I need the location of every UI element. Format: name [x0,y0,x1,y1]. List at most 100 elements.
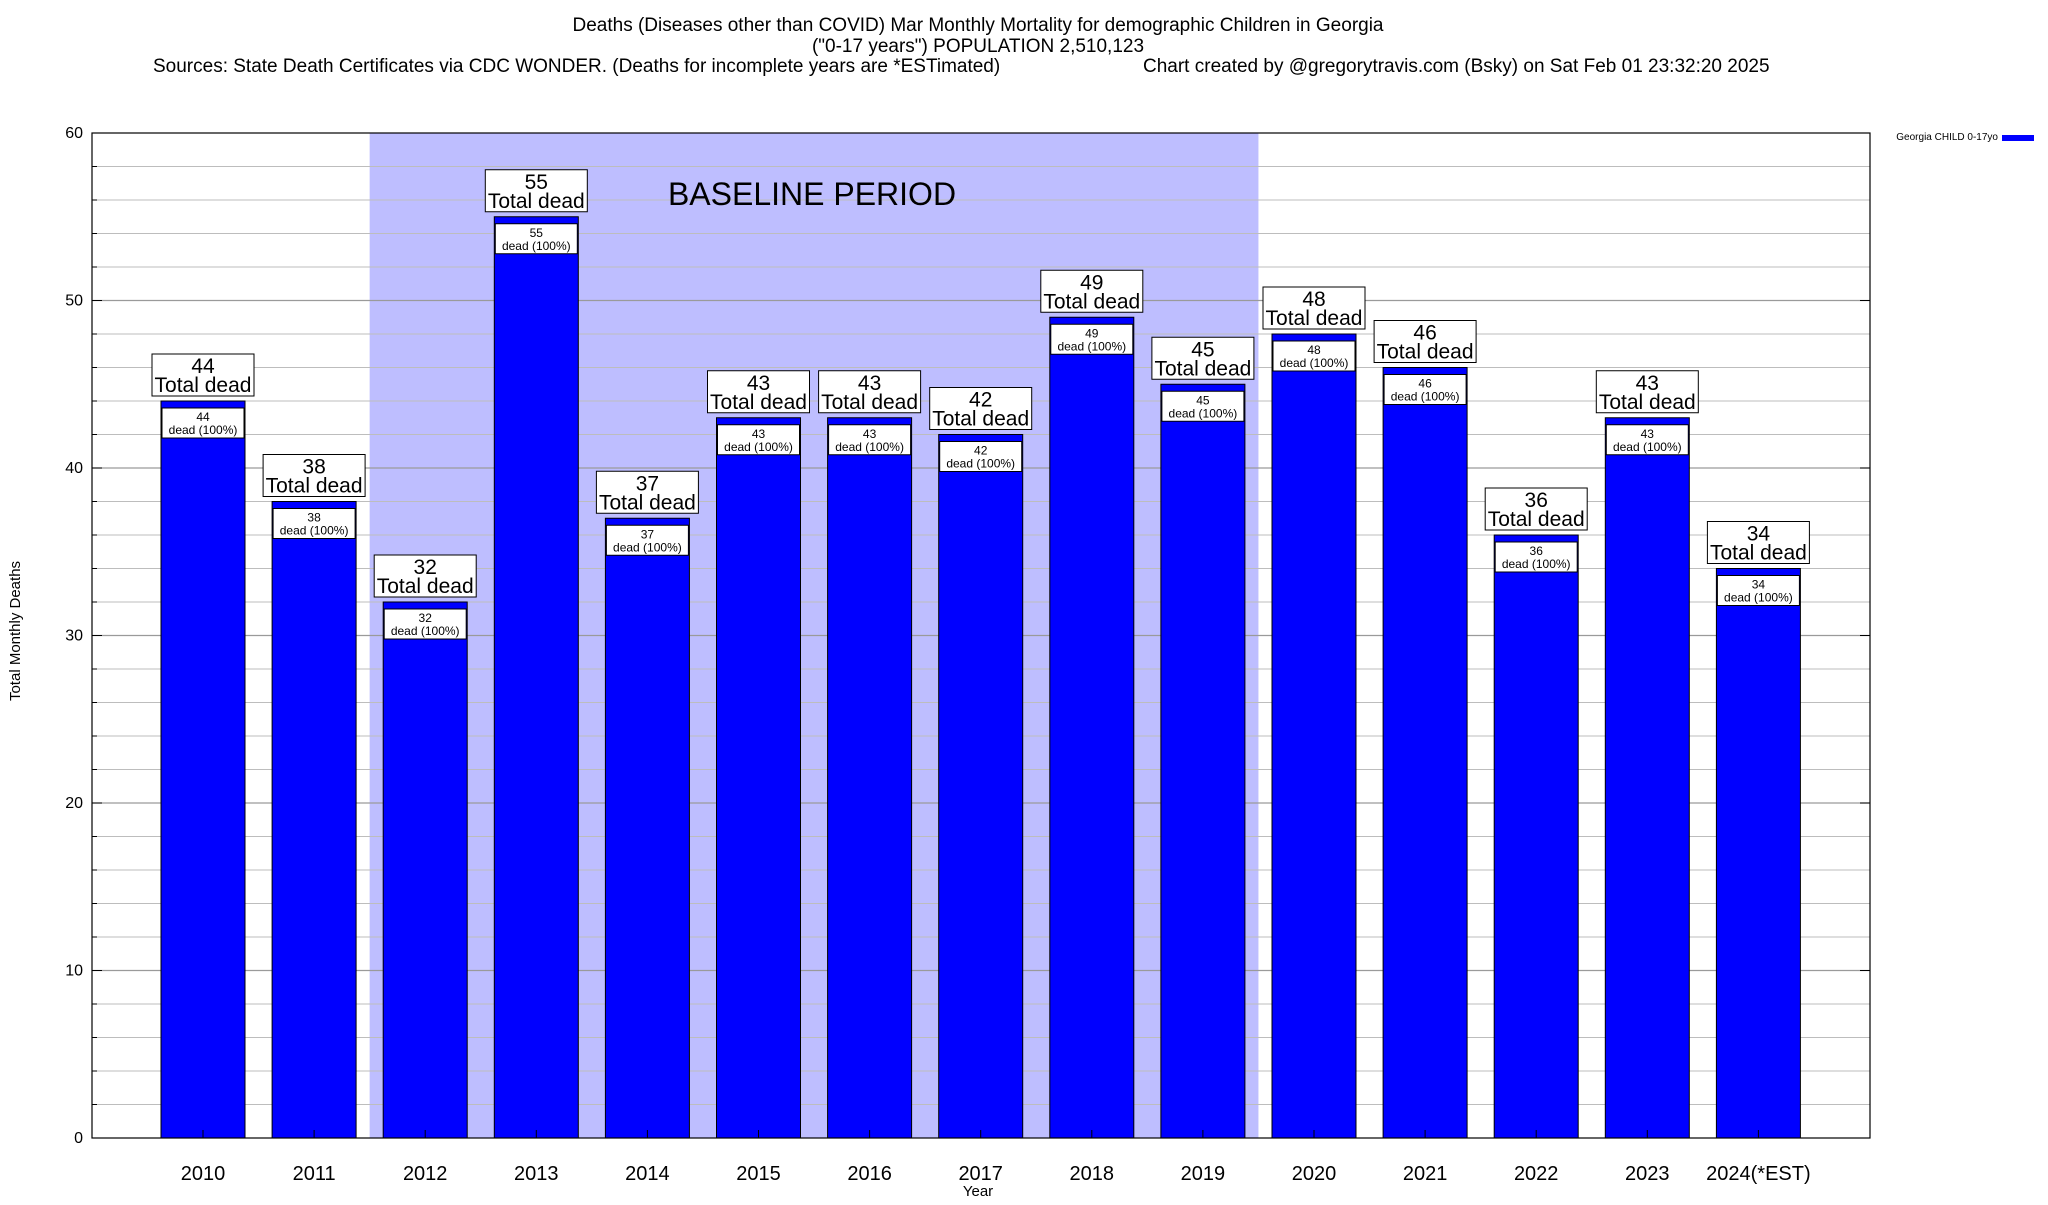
bar-share-text: dead (100%) [1169,406,1238,420]
bar [1271,333,1357,1139]
x-tick-label: 2023 [1625,1163,1670,1185]
x-tick-label: 2022 [1514,1163,1559,1185]
bar-share-value: 44 [196,410,210,424]
bar-total-value: 44 [191,355,215,378]
y-axis-label: Total Monthly Deaths [7,561,24,701]
bar-total-text: Total dead [488,190,585,213]
bar-total-label-box [1595,370,1699,414]
bar-share-label-box [939,441,1023,472]
bar-share-text: dead (100%) [724,440,793,454]
bar-total-value: 43 [1636,372,1659,395]
bar-share-label-box [494,223,578,255]
bar [1382,367,1468,1139]
bar-share-text: dead (100%) [502,239,571,253]
bar-share-value: 45 [1196,393,1210,407]
bar-total-text: Total dead [1710,542,1807,565]
bar-total-value: 36 [1525,489,1548,512]
x-tick-label: 2012 [403,1163,448,1185]
bar [271,501,357,1139]
bar-total-value: 48 [1302,288,1325,311]
bar [827,417,913,1139]
bar-total-value: 43 [747,372,770,395]
bar-share-label-box [1716,575,1800,606]
bar-total-label-box [1151,336,1255,380]
baseline-period-label: BASELINE PERIOD [668,176,956,212]
x-tick-label: 2018 [1070,1163,1115,1185]
bar-share-label-box [1605,424,1689,456]
bar-total-label-box [373,554,477,598]
x-tick-label: 2017 [958,1163,1003,1185]
x-tick-label: 2014 [625,1163,670,1185]
bar-total-value: 34 [1747,523,1771,546]
bar-share-value: 42 [974,444,988,458]
bar-total-label-box [929,387,1033,430]
bar-share-text: dead (100%) [280,524,349,538]
bar-total-text: Total dead [1154,357,1251,380]
bar-total-value: 55 [525,171,548,194]
bar-total-label-box [484,169,588,213]
bar [1160,383,1246,1139]
bar-total-value: 43 [858,372,881,395]
bar-share-text: dead (100%) [1280,356,1349,370]
bar-share-text: dead (100%) [1613,440,1682,454]
bar [604,517,690,1139]
bar-share-value: 43 [1641,427,1655,441]
bar-share-label-box [383,608,467,640]
bar-share-label-box [1050,323,1134,355]
bar-share-label-box [605,524,689,556]
bar-total-text: Total dead [1043,290,1140,313]
bar-total-label-box [1706,521,1810,564]
bar-share-value: 43 [752,427,766,441]
chart-title: Deaths (Diseases other than COVID) Mar M… [573,15,1384,36]
x-tick-label: 2015 [736,1163,781,1185]
bar-share-label-box [828,424,912,456]
bar-total-value: 49 [1080,271,1103,294]
bar-share-text: dead (100%) [946,457,1015,471]
bar-share-value: 36 [1530,544,1544,558]
bar-share-text: dead (100%) [1502,557,1571,571]
legend-label: Georgia CHILD 0-17yo [1896,132,1998,143]
bar-share-text: dead (100%) [169,423,238,437]
bar-share-value: 32 [419,611,433,625]
bar [1715,568,1801,1139]
bar [493,216,579,1139]
bar-share-text: dead (100%) [1724,591,1793,605]
bar-total-text: Total dead [932,408,1029,431]
x-tick-label: 2020 [1292,1163,1337,1185]
bar [1493,534,1579,1139]
bar [716,417,801,1139]
bar-share-value: 48 [1307,343,1321,357]
bar-total-text: Total dead [155,374,252,397]
y-tick-label: 40 [65,460,83,477]
bar-share-value: 55 [530,226,544,240]
bar-total-label-box [1262,286,1366,330]
bar-share-label-box [272,508,356,539]
bar-share-value: 34 [1752,578,1766,592]
bar-total-text: Total dead [710,391,807,414]
bar-total-label-box [262,454,366,497]
bar [938,434,1024,1139]
bar-share-text: dead (100%) [1391,390,1460,404]
chart-subtitle: ("0-17 years") POPULATION 2,510,123 [812,36,1144,57]
bar-total-text: Total dead [377,575,474,598]
bar-total-text: Total dead [1266,307,1363,330]
x-tick-label: 2016 [847,1163,892,1185]
x-tick-label: 2010 [181,1163,226,1185]
bar-total-label-box [1040,269,1144,313]
axes-layer [91,132,1871,1139]
x-tick-label: 2021 [1403,1163,1448,1185]
bar-total-text: Total dead [599,491,696,514]
bar-total-label-box [595,470,699,514]
bar-share-label-box [717,424,800,456]
bar-share-text: dead (100%) [391,624,460,638]
bar-total-text: Total dead [1377,341,1474,364]
bar-total-label-box [151,353,255,397]
chart-sources: Sources: State Death Certificates via CD… [153,56,1000,77]
bar-share-value: 37 [641,527,655,541]
x-tick-label: 2019 [1181,1163,1226,1185]
x-tick-label: 2011 [293,1163,336,1185]
bar-share-text: dead (100%) [613,540,682,554]
bar-total-value: 45 [1191,338,1214,361]
